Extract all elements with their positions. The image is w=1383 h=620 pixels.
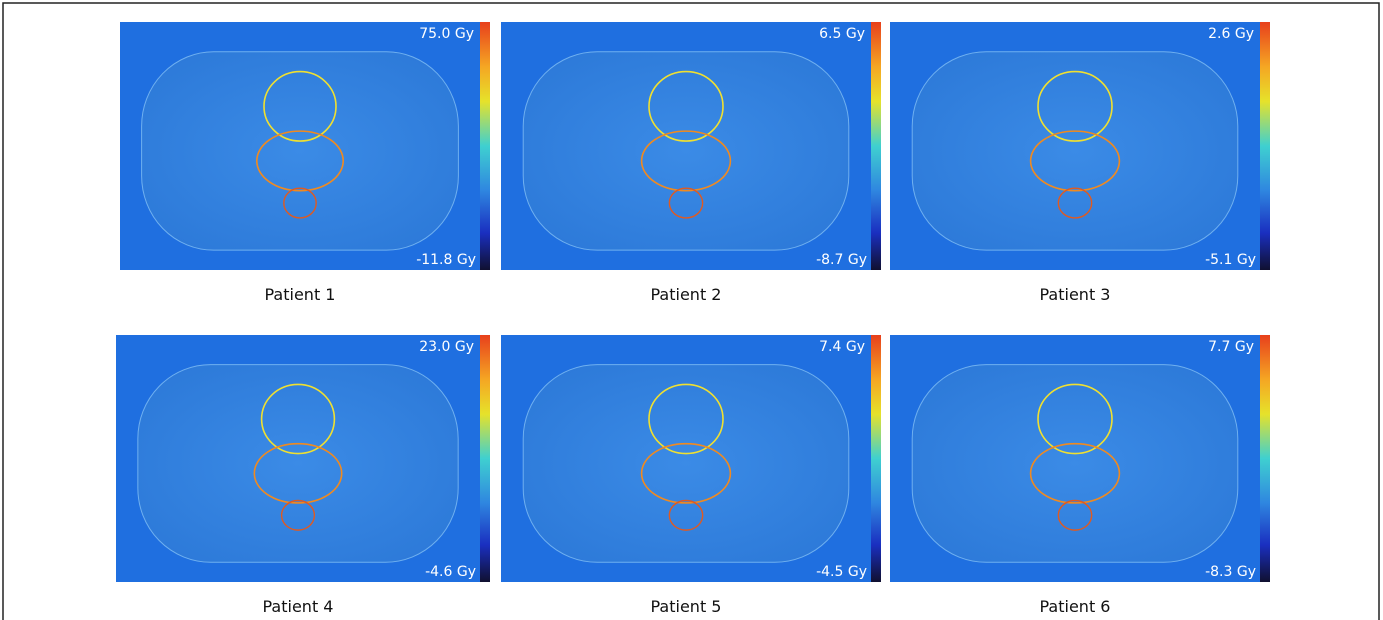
max-value: 23.0 Gy	[419, 339, 474, 355]
body-outline	[523, 365, 849, 563]
max-value: 75.0 Gy	[419, 26, 474, 42]
patient-label: Patient 1	[265, 285, 336, 304]
max-value: 7.4 Gy	[819, 339, 865, 355]
figure: 75.0 Gy -11.8 Gy Patient 1 6.5 Gy -8.7 Gy Pat…	[0, 0, 1383, 620]
colorbar	[871, 335, 881, 582]
body-outline	[912, 52, 1238, 250]
colorbar	[871, 22, 881, 270]
dose-map: 23.0 Gy -4.6 Gy Patient 4	[116, 335, 490, 616]
min-value: -4.5 Gy	[816, 564, 867, 580]
colorbar	[480, 22, 490, 270]
colorbar	[1260, 22, 1270, 270]
body-outline	[138, 365, 458, 563]
max-value: 7.7 Gy	[1208, 339, 1254, 355]
patient-label: Patient 4	[263, 597, 334, 616]
dose-map: 75.0 Gy -11.8 Gy Patient 1	[120, 22, 490, 304]
body-outline	[523, 52, 849, 250]
colorbar	[1260, 335, 1270, 582]
min-value: -4.6 Gy	[425, 564, 476, 580]
patient-label: Patient 6	[1040, 597, 1111, 616]
min-value: -8.7 Gy	[816, 252, 867, 268]
max-value: 2.6 Gy	[1208, 26, 1254, 42]
min-value: -8.3 Gy	[1205, 564, 1256, 580]
min-value: -11.8 Gy	[416, 252, 476, 268]
max-value: 6.5 Gy	[819, 26, 865, 42]
dose-map: 7.7 Gy -8.3 Gy Patient 6	[890, 335, 1270, 616]
patient-label: Patient 5	[651, 597, 722, 616]
dose-map: 6.5 Gy -8.7 Gy Patient 2	[501, 22, 881, 304]
body-outline	[912, 365, 1238, 563]
colorbar	[480, 335, 490, 582]
patient-label: Patient 2	[651, 285, 722, 304]
dose-map: 2.6 Gy -5.1 Gy Patient 3	[890, 22, 1270, 304]
body-outline	[142, 52, 459, 250]
patient-label: Patient 3	[1040, 285, 1111, 304]
dose-map: 7.4 Gy -4.5 Gy Patient 5	[501, 335, 881, 616]
min-value: -5.1 Gy	[1205, 252, 1256, 268]
